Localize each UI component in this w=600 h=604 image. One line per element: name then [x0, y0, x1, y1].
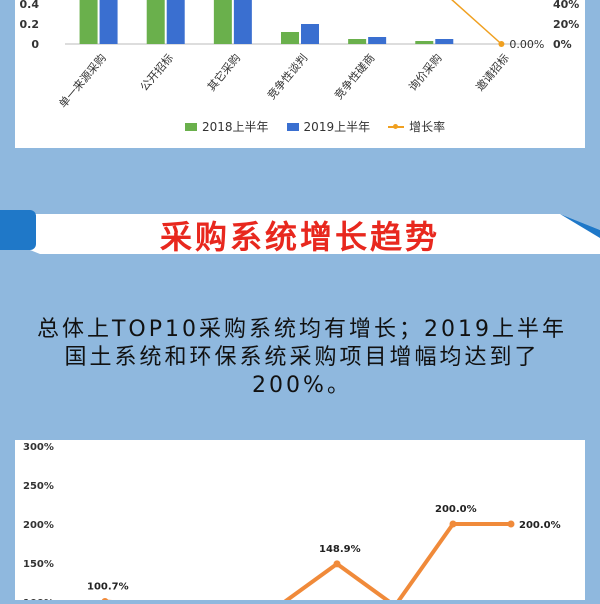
line-chart: 100%150%200%250%300%100.7%148.9%200.0%20…	[23, 442, 561, 604]
bar-2018	[415, 41, 434, 44]
right-tick-label: 0%	[553, 38, 572, 51]
y-tick-label: 150%	[23, 559, 54, 570]
growth-point	[498, 41, 505, 47]
bar-2018	[79, 0, 98, 44]
bar-2018	[213, 0, 232, 44]
growth-line	[451, 0, 502, 45]
bar-2019	[301, 24, 319, 44]
legend-item-2018: 2018上半年	[185, 118, 269, 135]
trend-point	[507, 520, 515, 528]
legend-item-growth: 增长率	[388, 118, 445, 135]
left-tick-label: 0.4	[20, 0, 40, 11]
bar-2019	[166, 0, 185, 44]
category-label: 邀请招标	[473, 51, 512, 94]
right-tick-label: 20%	[553, 18, 579, 31]
trend-data-label: 200.0%	[519, 520, 561, 531]
y-tick-label: 250%	[23, 481, 54, 492]
legend-item-2019: 2019上半年	[286, 118, 371, 135]
y-tick-label: 300%	[23, 442, 54, 453]
section-title: 采购系统增长趋势	[159, 218, 440, 256]
legend-label-2019: 2019上半年	[303, 120, 371, 134]
bar-2019	[99, 0, 118, 44]
bar-chart: 0 0.2 0.4 0% 20% 40% 单一来源采购 公开招标 其它采购 竞争性谈判 竞争性磋商询…	[20, 0, 579, 111]
category-label: 单一来源采购	[56, 51, 109, 111]
left-tick-label: 0.2	[20, 18, 40, 31]
bar-chart-panel: 0 0.2 0.4 0% 20% 40% 单一来源采购 公开招标 其它采购 竞争性谈判 竞争性磋商询…	[15, 0, 585, 148]
trend-line	[103, 522, 513, 604]
bar-2018	[348, 39, 367, 44]
left-tick-label: 0	[31, 38, 39, 51]
legend-label-2018: 2018上半年	[202, 120, 269, 134]
section-banner	[0, 214, 600, 254]
bar-2018	[146, 0, 165, 44]
bar-2018	[281, 32, 299, 44]
category-label: 其它采购	[204, 51, 243, 94]
trend-data-label: 200.0%	[435, 504, 477, 515]
bar-chart-legend: 2018上半年 2019上半年 增长率	[185, 118, 445, 135]
bar-2019	[233, 0, 252, 44]
trend-data-label: 148.9%	[319, 544, 361, 555]
category-label: 竞争性磋商	[331, 51, 377, 102]
right-tick-label: 40%	[553, 0, 579, 11]
trend-point	[333, 560, 341, 568]
trend-point	[449, 520, 457, 528]
growth-data-label: 0.00%	[509, 38, 544, 51]
banner-tab	[0, 210, 36, 250]
trend-data-label: 100.7%	[87, 581, 129, 592]
category-label: 竞争性谈判	[264, 51, 310, 102]
category-label: 询价采购	[406, 51, 445, 94]
section-description: 总体上TOP10采购系统均有增长；2019上半年国土系统和环保系统采购项目增幅均…	[36, 317, 567, 398]
category-label: 公开招标	[137, 51, 176, 94]
bar-2019	[368, 37, 387, 44]
bar-2019	[435, 39, 454, 44]
legend-label-growth: 增长率	[409, 120, 446, 134]
y-tick-label: 200%	[23, 520, 54, 531]
line-chart-panel: 100%150%200%250%300%100.7%148.9%200.0%20…	[15, 440, 585, 604]
